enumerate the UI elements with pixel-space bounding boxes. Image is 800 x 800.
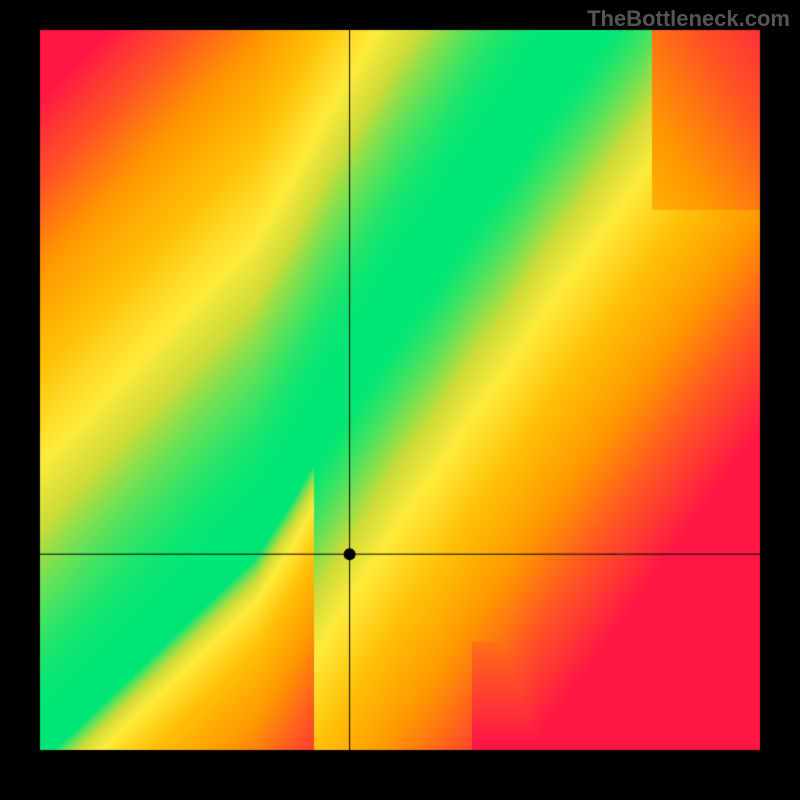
heatmap-canvas bbox=[0, 0, 800, 800]
watermark-text: TheBottleneck.com bbox=[587, 6, 790, 32]
